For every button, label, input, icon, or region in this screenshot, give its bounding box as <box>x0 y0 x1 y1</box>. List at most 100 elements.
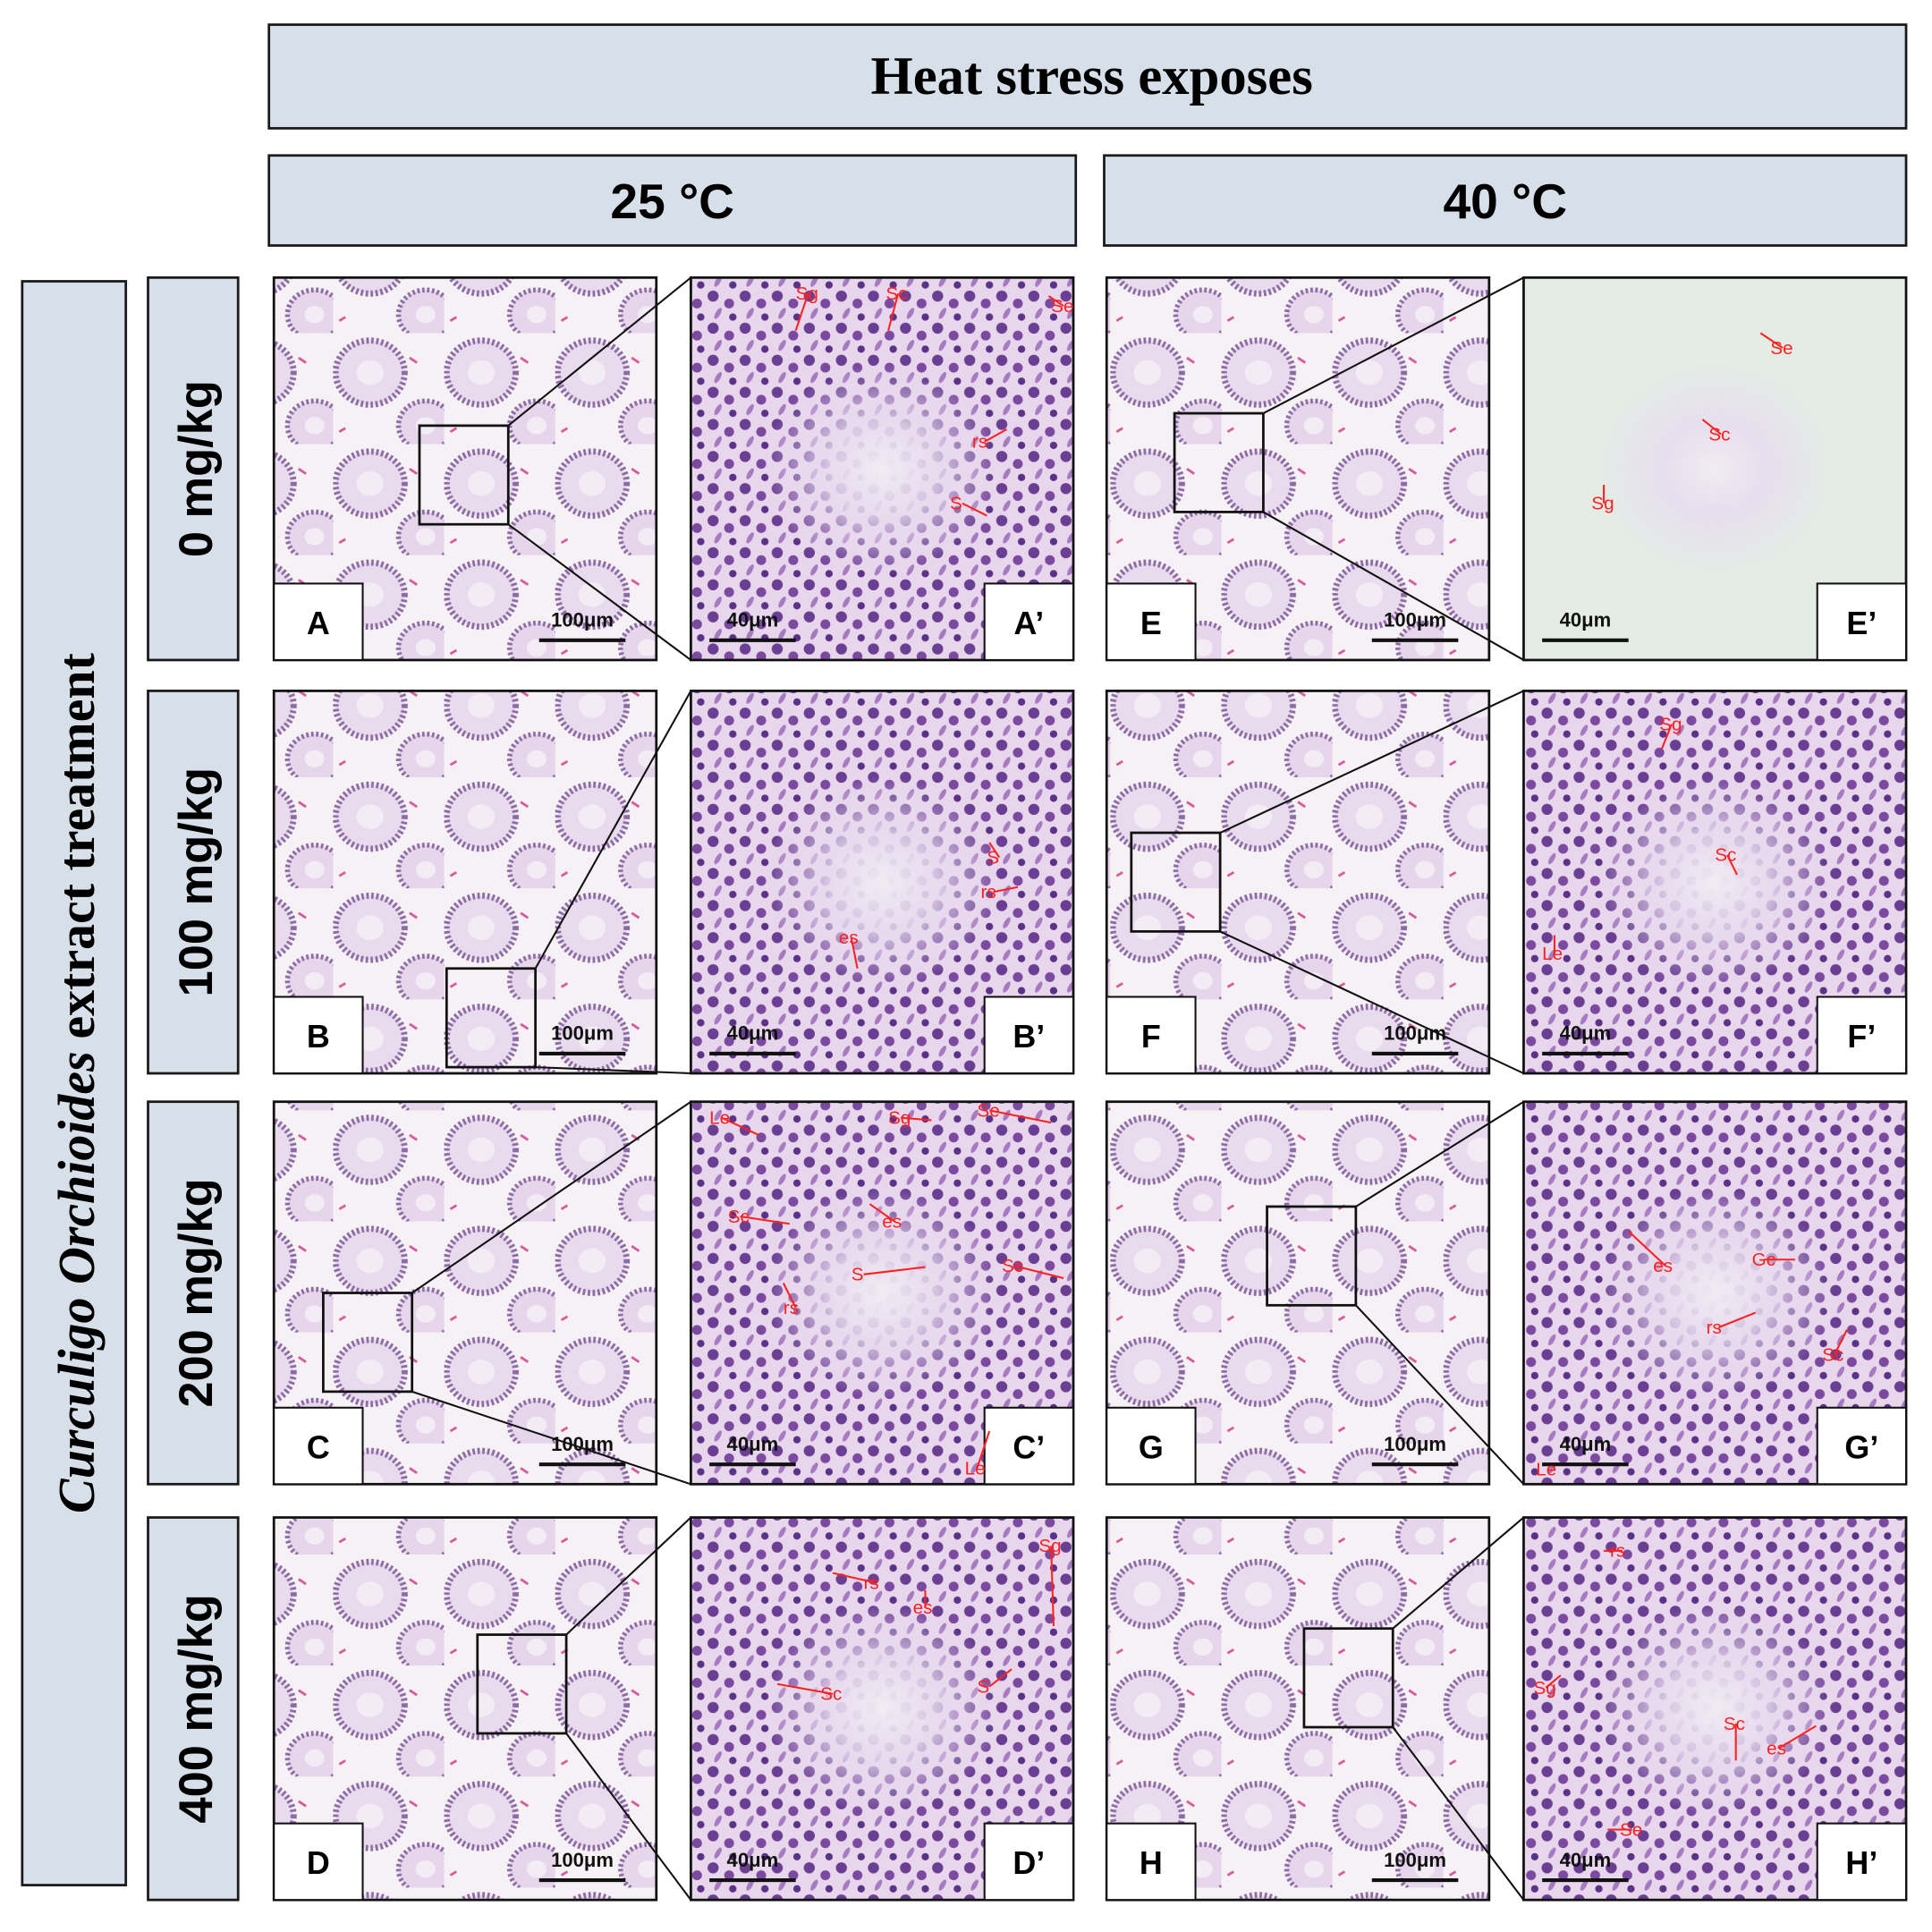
panel-letter-box <box>273 996 364 1075</box>
panel-letter-box <box>273 1822 364 1902</box>
connector <box>507 276 692 427</box>
annotation-arrow <box>1726 854 1738 876</box>
scale-label: 40μm <box>1560 1849 1612 1871</box>
annotation-arrow <box>1660 724 1673 750</box>
annotation: Sg <box>1038 1536 1061 1556</box>
annotation: Gc <box>1752 1250 1775 1270</box>
tubule-lumen <box>1597 776 1833 987</box>
annotation: Sc <box>728 1207 750 1227</box>
scale-label: 40μm <box>727 609 779 631</box>
side-label-box <box>21 280 128 1886</box>
annotation-arrow <box>1701 419 1722 436</box>
annotation: Sg <box>1591 494 1614 514</box>
scale-label: 100μm <box>551 1433 614 1455</box>
connector <box>1219 690 1524 834</box>
column-header-box <box>1103 154 1908 247</box>
annotation: Sg <box>796 284 818 304</box>
side-label: Curculigo Orchioides extract treatment <box>47 652 106 1513</box>
annotation-arrow <box>988 842 1001 859</box>
connector <box>411 1100 691 1294</box>
annotation-arrow <box>863 1266 926 1275</box>
inset-box <box>322 1292 414 1394</box>
row-label-box <box>147 275 240 662</box>
tubule-lumen <box>1597 363 1833 574</box>
row-label: 100 mg/kg <box>171 767 223 996</box>
tubule-lumen <box>765 363 1000 574</box>
panel-letter-box <box>1816 1822 1908 1902</box>
annotation: es <box>913 1597 933 1618</box>
title-box <box>267 23 1908 130</box>
annotation-arrow <box>1778 1724 1817 1750</box>
row-label: 400 mg/kg <box>171 1594 223 1823</box>
annotation: Se <box>1051 296 1073 317</box>
row-label-box <box>147 1516 240 1902</box>
panel-letter: G <box>1139 1429 1164 1465</box>
scale-label: 100μm <box>551 1022 614 1045</box>
panel-letter: D <box>307 1845 330 1881</box>
panel-letter: D’ <box>1013 1845 1045 1881</box>
tubule-lumen <box>1597 1188 1833 1398</box>
scale-label: 40μm <box>727 1433 779 1455</box>
tubule-lumen <box>765 1604 1000 1814</box>
annotation-arrow <box>721 1116 759 1136</box>
panel-letter-box <box>1106 996 1197 1075</box>
annotation-arrow <box>782 1283 797 1309</box>
annotation: rs <box>981 882 996 902</box>
annotation: Le <box>1542 944 1563 964</box>
connector <box>1262 276 1524 414</box>
annotation: S <box>950 494 962 514</box>
annotation: Sc <box>1002 1256 1023 1276</box>
annotation-arrow <box>1717 1311 1757 1329</box>
inset-box <box>418 424 510 526</box>
annotation-arrow <box>776 1682 834 1695</box>
annotation: Sg <box>1533 1678 1555 1699</box>
panel-letter-box <box>273 582 364 661</box>
connector <box>507 523 692 661</box>
annotation-arrow <box>1627 1230 1666 1267</box>
annotation-arrow <box>850 937 859 969</box>
scale-label: 100μm <box>551 1849 614 1871</box>
tubule-lumen <box>1597 1604 1833 1814</box>
scale-label: 40μm <box>1560 609 1612 631</box>
tubule-lumen <box>765 1188 1000 1398</box>
inset-box <box>1130 831 1222 933</box>
annotation: rs <box>1610 1541 1625 1562</box>
annotation: es <box>839 928 859 948</box>
panel-letter: B <box>307 1019 330 1055</box>
row-label-box <box>147 690 240 1075</box>
panel-letter-box <box>1816 582 1908 661</box>
panel-letter-box <box>273 1406 364 1486</box>
panel-letter-box <box>983 1406 1075 1486</box>
panel-letter: A <box>307 606 330 641</box>
panel-letter: B’ <box>1013 1019 1045 1055</box>
column-header-box <box>267 154 1078 247</box>
annotation: Le <box>965 1458 986 1479</box>
inset-box <box>1173 411 1265 513</box>
annotation: es <box>1767 1738 1786 1758</box>
annotation: rs <box>1707 1318 1722 1338</box>
scale-label: 100μm <box>551 609 614 631</box>
annotation-arrow <box>794 292 809 331</box>
annotation-arrow <box>1013 1265 1064 1279</box>
scale-label: 40μm <box>1560 1022 1612 1045</box>
annotation: Sg <box>1659 715 1682 735</box>
annotation-arrow <box>962 502 987 517</box>
annotation: rs <box>972 432 987 453</box>
inset-box <box>445 967 537 1069</box>
row-label-box <box>147 1100 240 1486</box>
connector <box>411 1390 691 1486</box>
annotation: Le <box>1536 1460 1556 1480</box>
micrograph <box>272 690 658 1075</box>
annotation-arrow <box>832 1572 877 1584</box>
panel-letter-box <box>983 1822 1075 1902</box>
row-label: 200 mg/kg <box>171 1178 223 1407</box>
annotation-arrow <box>984 428 1008 443</box>
column-header: 40 °C <box>1443 174 1567 229</box>
annotation: rs <box>784 1298 799 1318</box>
row-label: 0 mg/kg <box>171 380 223 557</box>
scale-label: 100μm <box>1384 609 1446 631</box>
connector <box>1392 1726 1525 1901</box>
scale-label: 40μm <box>727 1849 779 1871</box>
annotation: Se <box>1620 1819 1642 1840</box>
